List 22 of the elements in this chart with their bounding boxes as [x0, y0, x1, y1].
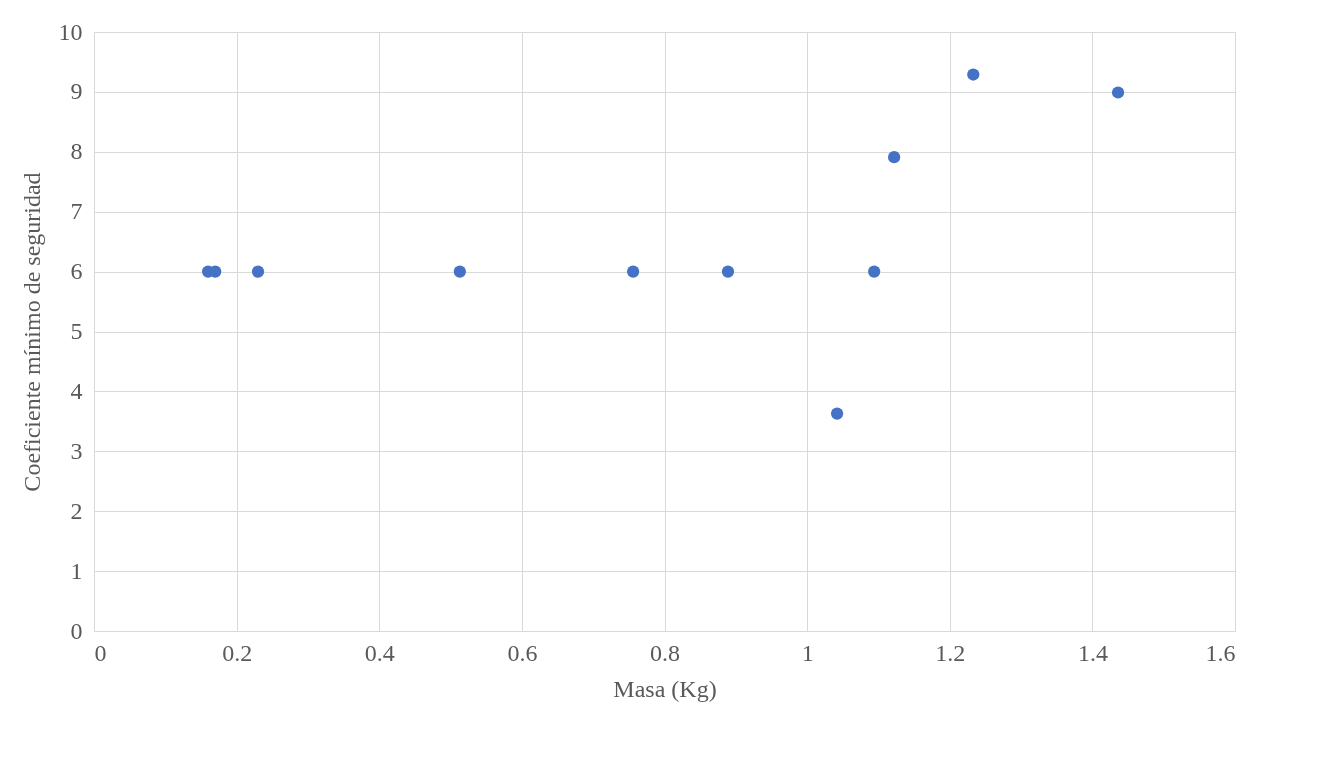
x-tick-label: 1: [801, 639, 814, 666]
y-axis-title: Coeficiente mínimo de seguridad: [18, 172, 45, 492]
y-tick-label: 9: [70, 78, 83, 105]
y-tick-label: 7: [70, 198, 83, 225]
x-tick-label: 1.2: [935, 639, 966, 666]
x-tick-label: 0: [94, 639, 107, 666]
x-tick-label: 0.6: [507, 639, 538, 666]
y-tick-label: 8: [70, 138, 83, 165]
y-tick-label: 10: [58, 18, 83, 45]
y-tick-label: 4: [70, 377, 83, 404]
x-tick-label: 1.4: [1077, 639, 1108, 666]
x-tick-label: 0.8: [650, 639, 680, 666]
x-tick-label: 0.4: [364, 639, 395, 666]
y-tick-label: 2: [70, 497, 83, 524]
y-tick-label: 6: [70, 258, 83, 285]
y-tick-label: 0: [70, 617, 83, 644]
x-tick-label: 1.6: [1205, 639, 1236, 666]
y-tick-label: 1: [70, 557, 83, 584]
y-tick-label: 5: [70, 318, 83, 344]
y-tick-label: 3: [70, 437, 83, 464]
x-axis-title: Masa (Kg): [613, 675, 717, 702]
x-tick-label: 0.2: [222, 639, 253, 666]
